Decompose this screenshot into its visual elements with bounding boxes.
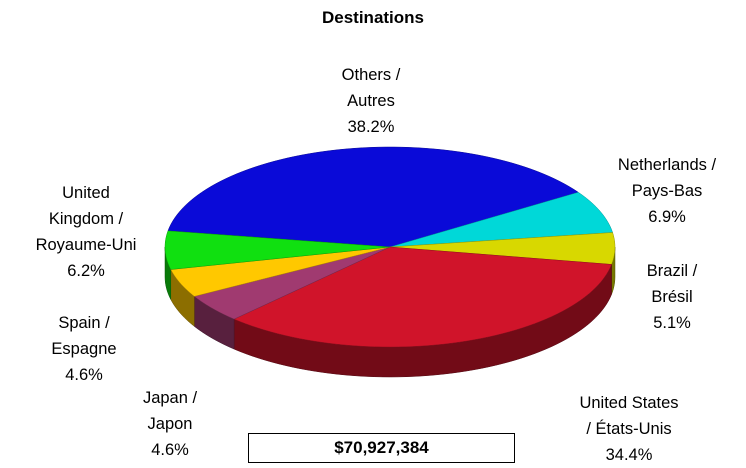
pie-slice — [233, 246, 612, 348]
pie-slice — [193, 246, 391, 320]
slice-label: Netherlands / Pays-Bas 6.9% — [587, 152, 746, 230]
value-label: 6.2% — [67, 262, 105, 280]
slice-label: Others / Autres 38.2% — [291, 62, 451, 140]
chart-title: Destinations — [321, 8, 425, 27]
slice-label: Japan / Japon 4.6% — [90, 385, 250, 463]
pie-slice — [170, 246, 391, 297]
category-label: United States / États-Unis — [579, 394, 679, 438]
value-label: 4.6% — [151, 441, 189, 459]
value-label: 5.1% — [653, 314, 691, 332]
slice-label: United Kingdom / Royaume-Uni 6.2% — [6, 180, 166, 284]
slice-label: Brazil / Brésil 5.1% — [592, 258, 746, 336]
value-label: 38.2% — [347, 118, 395, 136]
slice-label: Spain / Espagne 4.6% — [4, 310, 164, 388]
pie-slice — [389, 232, 616, 265]
value-label: 6.9% — [648, 208, 686, 226]
slice-label: United States / États-Unis 34.4% — [549, 390, 709, 468]
category-label: Spain / Espagne — [51, 314, 117, 358]
total-box: $70,927,384 — [248, 433, 515, 463]
category-label: United Kingdom / Royaume-Uni — [35, 184, 137, 254]
pie-slice — [389, 191, 613, 248]
pie-slice — [164, 230, 391, 270]
category-label: Brazil / Brésil — [646, 262, 698, 306]
category-label: Others / Autres — [341, 66, 401, 110]
value-label: 4.6% — [65, 366, 103, 384]
category-label: Japan / Japon — [142, 389, 198, 433]
category-label: Netherlands / Pays-Bas — [617, 156, 717, 200]
value-label: 34.4% — [605, 446, 653, 464]
